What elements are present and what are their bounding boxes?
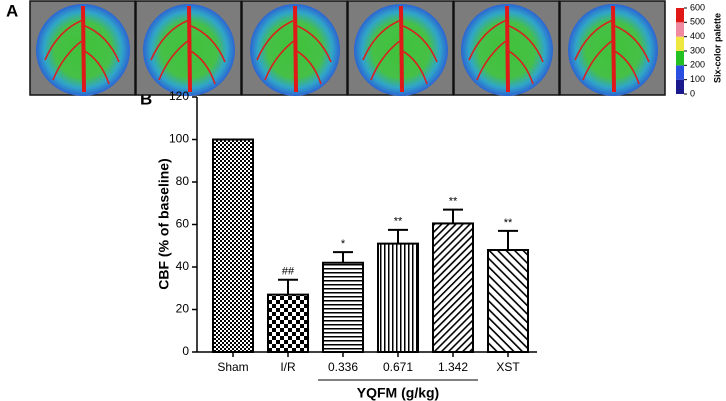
colorbar-segment xyxy=(676,65,684,80)
y-axis-label: CBF (% of baseline) xyxy=(156,158,172,289)
bar xyxy=(212,138,254,353)
vessel xyxy=(293,5,298,93)
significance: ** xyxy=(449,196,458,208)
x-tick-label: I/R xyxy=(280,360,296,374)
panel-label: A xyxy=(6,1,18,20)
colorbar-segment xyxy=(676,51,684,66)
y-tick-label: 120 xyxy=(169,89,189,103)
bar xyxy=(267,293,309,353)
error-bar xyxy=(333,251,353,263)
x-tick-label: XST xyxy=(496,360,520,374)
y-tick-label: 40 xyxy=(176,259,190,273)
colorbar-tick-label: 100 xyxy=(690,74,705,84)
colorbar-tick-label: 300 xyxy=(690,45,705,55)
x-tick-label: 1.342 xyxy=(438,360,468,374)
significance: * xyxy=(341,238,346,250)
y-tick-label: 100 xyxy=(169,132,189,146)
bar xyxy=(322,261,364,353)
colorbar-tick-label: 0 xyxy=(690,88,695,98)
vessel xyxy=(150,19,226,85)
vessel xyxy=(399,5,404,93)
group-label: YQFM (g/kg) xyxy=(357,385,439,401)
x-tick-label: Sham xyxy=(217,360,248,374)
x-tick-label: 0.336 xyxy=(328,360,358,374)
colorbar-tick-label: 200 xyxy=(690,60,705,70)
x-tick-label: 0.671 xyxy=(383,360,413,374)
bar xyxy=(377,242,419,353)
error-bar xyxy=(498,229,518,250)
colorbar-segment xyxy=(676,22,684,37)
colorbar-tick-label: 400 xyxy=(690,31,705,41)
vessel xyxy=(468,19,544,85)
bar xyxy=(487,249,529,353)
error-bar xyxy=(388,228,408,244)
y-tick-label: 0 xyxy=(182,344,189,358)
colorbar-tick-label: 500 xyxy=(690,17,705,27)
error-bar xyxy=(278,278,298,295)
vessel xyxy=(187,5,192,93)
vessel xyxy=(44,19,120,85)
vessel xyxy=(505,5,510,93)
colorbar-title: Six-color palette xyxy=(712,13,722,83)
vessel xyxy=(574,19,650,85)
y-tick-label: 20 xyxy=(176,302,190,316)
significance: ## xyxy=(282,266,295,278)
significance: ** xyxy=(504,217,513,229)
vessel xyxy=(362,19,438,85)
vessel xyxy=(256,19,332,85)
bar xyxy=(432,222,474,353)
vessel xyxy=(81,5,86,93)
colorbar-segment xyxy=(676,8,684,23)
colorbar-segment xyxy=(676,79,684,94)
y-tick-label: 60 xyxy=(176,217,190,231)
colorbar-segment xyxy=(676,36,684,51)
vessel xyxy=(611,5,616,93)
colorbar-tick-label: 600 xyxy=(690,2,705,12)
error-bar xyxy=(443,208,463,224)
significance: ** xyxy=(394,216,403,228)
y-tick-label: 80 xyxy=(176,174,190,188)
